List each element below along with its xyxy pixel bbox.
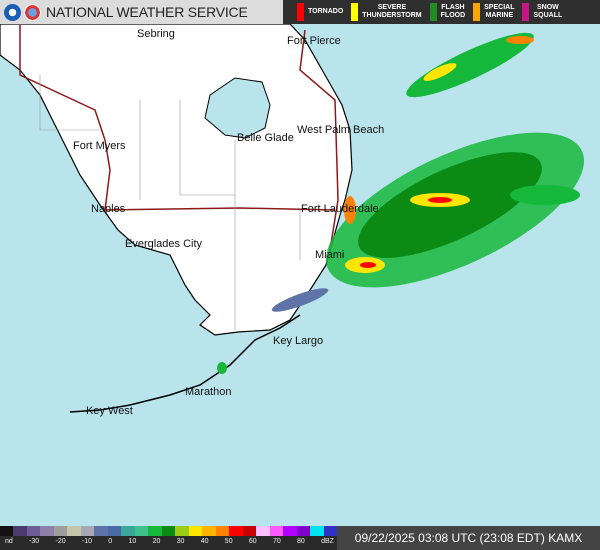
nws-logo-icon bbox=[24, 3, 41, 21]
county-roads bbox=[19, 25, 339, 251]
scale-color-15 bbox=[202, 526, 216, 536]
scale-color-10 bbox=[134, 526, 149, 536]
scale-color-7 bbox=[94, 526, 108, 536]
scale-color-1 bbox=[13, 526, 27, 536]
scale-color-5 bbox=[67, 526, 81, 536]
radar-echoes bbox=[217, 32, 584, 374]
scale-tick: 70 bbox=[272, 538, 281, 545]
warning-1: SEVERE THUNDERSTORM bbox=[351, 3, 422, 21]
scale-color-4 bbox=[53, 526, 68, 536]
city-label: Everglades City bbox=[125, 238, 203, 250]
scale-color-18 bbox=[242, 526, 257, 536]
timestamp: 09/22/2025 03:08 UTC (23:08 EDT) KAMX bbox=[337, 526, 600, 550]
scale-tick: -20 bbox=[55, 538, 66, 545]
scale-color-17 bbox=[229, 526, 243, 536]
city-label: Belle Glade bbox=[237, 132, 294, 144]
county-lines bbox=[39, 75, 301, 330]
scale-color-3 bbox=[40, 526, 54, 536]
warning-swatch bbox=[351, 3, 359, 21]
scale-tick: 10 bbox=[128, 538, 137, 545]
scale-tick: 50 bbox=[224, 538, 233, 545]
warning-2: FLASH FLOOD bbox=[429, 3, 466, 21]
warning-swatch bbox=[429, 3, 437, 21]
scale-tick: 20 bbox=[152, 538, 161, 545]
warning-swatch bbox=[297, 3, 304, 21]
scale-color-0 bbox=[0, 526, 14, 536]
scale-color-12 bbox=[161, 526, 176, 536]
scale-color-11 bbox=[148, 526, 162, 536]
city-label: Fort Myers bbox=[73, 140, 126, 152]
scale-tick: -10 bbox=[81, 538, 93, 545]
scale-color-13 bbox=[175, 526, 189, 536]
scale-color-6 bbox=[80, 526, 95, 536]
scale-tick: -30 bbox=[29, 538, 40, 545]
scale-tick: nd bbox=[5, 538, 13, 545]
scale-color-22 bbox=[296, 526, 311, 536]
scale-tick: 40 bbox=[200, 538, 209, 545]
scale-tick: 60 bbox=[248, 538, 257, 545]
dbz-color-scale: nd -30 -20 -10 0 10 20 30 40 50 60 70 80 dBZ bbox=[0, 526, 338, 550]
nws-brand: NATIONAL WEATHER SERVICE bbox=[0, 0, 283, 24]
city-label: Naples bbox=[91, 203, 126, 215]
city-label: Sebring bbox=[137, 28, 175, 40]
warning-label: SNOW SQUALL bbox=[533, 4, 563, 19]
city-label: Key West bbox=[86, 405, 133, 417]
warning-0: TORNADO bbox=[297, 3, 343, 21]
warning-label: SEVERE THUNDERSTORM bbox=[362, 4, 422, 19]
city-label: West Palm Beach bbox=[297, 124, 384, 136]
radar-map[interactable]: Sebring Fort Pierce Fort Myers West Palm Be… bbox=[0, 24, 600, 526]
scale-color-9 bbox=[121, 526, 135, 536]
scale-color-16 bbox=[215, 526, 230, 536]
scale-color-8 bbox=[107, 526, 122, 536]
city-label: Fort Pierce bbox=[287, 35, 341, 47]
scale-color-2 bbox=[26, 526, 41, 536]
florida-keys bbox=[69, 314, 301, 413]
warning-swatch bbox=[522, 3, 530, 21]
warning-swatch bbox=[473, 3, 481, 21]
warning-3: SPECIAL MARINE bbox=[473, 3, 514, 21]
city-label: Fort Lauderdale bbox=[301, 203, 379, 215]
page-title: NATIONAL WEATHER SERVICE bbox=[46, 4, 248, 20]
city-label: Key Largo bbox=[273, 335, 323, 347]
noaa-logo-icon bbox=[4, 3, 21, 21]
scale-color-21 bbox=[283, 526, 297, 536]
warning-label: FLASH FLOOD bbox=[440, 4, 466, 19]
scale-color-24 bbox=[323, 526, 338, 536]
warning-4: SNOW SQUALL bbox=[522, 3, 562, 21]
scale-tick: 0 bbox=[108, 538, 113, 545]
header: NATIONAL WEATHER SERVICE TORNADO SEVERE T… bbox=[0, 0, 600, 24]
scale-tick: dBZ bbox=[321, 538, 334, 545]
city-label: Miami bbox=[315, 249, 344, 261]
footer: nd -30 -20 -10 0 10 20 30 40 50 60 70 80 dBZ 09/22/20… bbox=[0, 526, 600, 550]
scale-color-20 bbox=[269, 526, 284, 536]
lake-okeechobee bbox=[204, 77, 271, 139]
scale-color-19 bbox=[256, 526, 270, 536]
warning-label: TORNADO bbox=[308, 8, 344, 15]
city-label: Marathon bbox=[185, 386, 231, 398]
scale-tick: 80 bbox=[297, 538, 305, 545]
scale-color-23 bbox=[310, 526, 324, 536]
scale-color-14 bbox=[188, 526, 203, 536]
warning-legend: TORNADO SEVERE THUNDERSTORM FLASH FLOOD SPE… bbox=[283, 0, 600, 24]
scale-tick: 30 bbox=[176, 538, 185, 545]
warning-label: SPECIAL MARINE bbox=[484, 4, 515, 19]
